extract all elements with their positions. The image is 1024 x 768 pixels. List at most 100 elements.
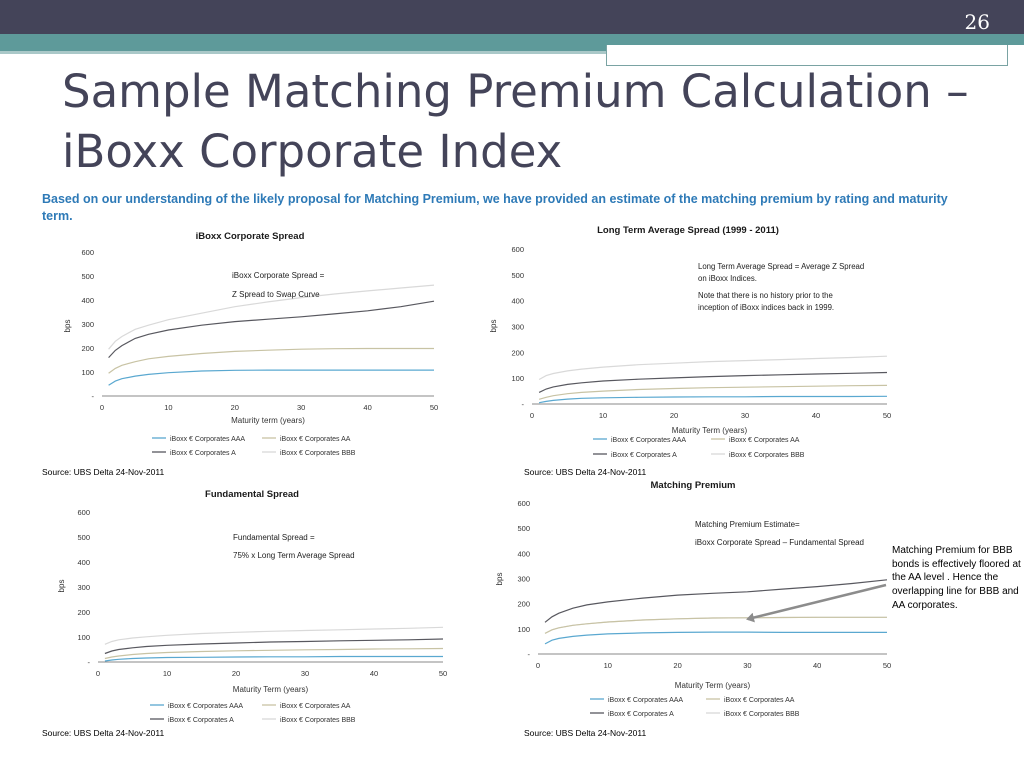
fundamental-spread-chart: Fundamental Spread - 100 200 300 400 500 600 0 10… bbox=[40, 486, 460, 726]
long-term-average-spread-chart: Long Term Average Spread (1999 - 2011) - 1… bbox=[489, 224, 910, 464]
y-tick-label: 500 bbox=[511, 271, 524, 280]
series-line-iboxx-corporates-aa bbox=[538, 384, 888, 400]
legend-label: iBoxx € Corporates AA bbox=[729, 437, 800, 444]
series-line-iboxx-corporates-aaa bbox=[538, 395, 888, 404]
x-tick-label: 20 bbox=[231, 403, 239, 412]
series-line-iboxx-corporates-aaa bbox=[544, 631, 887, 645]
chart-svg-1: Long Term Average Spread (1999 - 2011) - 1… bbox=[489, 225, 891, 459]
series-line-iboxx-corporates-aa bbox=[104, 647, 444, 660]
chart-source-1: Source: UBS Delta 24-Nov-2011 bbox=[524, 467, 647, 477]
y-tick-label: 500 bbox=[81, 272, 94, 281]
y-tick-label: 100 bbox=[77, 633, 90, 642]
series-line-iboxx-corporates-a bbox=[108, 300, 435, 359]
y-tick-label: 100 bbox=[511, 374, 524, 383]
chart-source-2: Source: UBS Delta 24-Nov-2011 bbox=[42, 728, 165, 738]
header-accent-stripe bbox=[0, 34, 1024, 45]
series-line-iboxx-corporates-bbb bbox=[544, 616, 887, 634]
chart-title: iBoxx Corporate Spread bbox=[196, 231, 305, 242]
series-line-iboxx-corporates-a bbox=[538, 371, 888, 393]
x-axis-label: Maturity Term (years) bbox=[672, 426, 748, 435]
y-tick-label: 600 bbox=[511, 245, 524, 254]
chart-svg-3: Matching Premium - 100 200 300 400 500 600 0 10 20… bbox=[495, 480, 891, 718]
y-axis-label: bps bbox=[489, 320, 498, 333]
x-tick-label: 50 bbox=[430, 403, 438, 412]
legend-label: iBoxx € Corporates BBB bbox=[280, 717, 356, 724]
y-axis-label: bps bbox=[495, 573, 504, 586]
header-accent-stripe-light bbox=[0, 51, 606, 54]
series-line-iboxx-corporates-aa bbox=[544, 616, 887, 634]
legend-label: iBoxx € Corporates A bbox=[168, 717, 234, 724]
header-accent-tab bbox=[606, 45, 1008, 66]
x-tick-label: 10 bbox=[163, 669, 171, 678]
legend-label: iBoxx € Corporates A bbox=[170, 450, 236, 457]
chart-source-3: Source: UBS Delta 24-Nov-2011 bbox=[524, 728, 647, 738]
series-line-iboxx-corporates-bbb bbox=[108, 284, 435, 350]
series-line-iboxx-corporates-bbb bbox=[104, 626, 444, 645]
x-tick-label: 0 bbox=[96, 669, 100, 678]
x-tick-label: 40 bbox=[370, 669, 378, 678]
x-tick-label: 30 bbox=[297, 403, 305, 412]
y-axis-label: bps bbox=[63, 320, 72, 333]
series-line-iboxx-corporates-a bbox=[544, 579, 888, 623]
y-tick-label: 200 bbox=[81, 344, 94, 353]
chart-svg-0: iBoxx Corporate Spread-10020030040050060… bbox=[63, 231, 438, 457]
y-tick-label: - bbox=[88, 658, 91, 667]
series-line-iboxx-corporates-a bbox=[104, 638, 444, 655]
matching-premium-chart: Matching Premium - 100 200 300 400 500 600 0 10 20… bbox=[490, 478, 910, 718]
legend-label: iBoxx € Corporates BBB bbox=[724, 711, 800, 718]
legend-label: iBoxx € Corporates BBB bbox=[280, 450, 356, 457]
x-tick-label: 0 bbox=[100, 403, 104, 412]
y-tick-label: 200 bbox=[517, 600, 530, 609]
legend-label: iBoxx € Corporates AAA bbox=[608, 697, 683, 704]
x-axis-label: Maturity Term (years) bbox=[675, 681, 751, 690]
series-line-iboxx-corporates-aa bbox=[108, 347, 434, 374]
y-tick-label: - bbox=[522, 400, 525, 409]
chart-annotation: Z Spread to Swap Curve bbox=[232, 290, 320, 299]
y-tick-label: 100 bbox=[81, 368, 94, 377]
legend-label: iBoxx € Corporates AA bbox=[724, 697, 795, 704]
x-tick-label: 0 bbox=[530, 411, 534, 420]
x-axis-label: Maturity term (years) bbox=[231, 416, 305, 425]
legend-label: iBoxx € Corporates BBB bbox=[729, 452, 805, 459]
x-tick-label: 20 bbox=[670, 411, 678, 420]
iboxx-corporate-spread-chart: iBoxx Corporate Spread -100 200 300 400 500 60… bbox=[40, 228, 460, 468]
chart-annotation: iBoxx Corporate Spread = bbox=[232, 271, 325, 280]
intro-text: Based on our understanding of the likely… bbox=[42, 192, 948, 223]
legend-label: iBoxx € Corporates AAA bbox=[168, 703, 243, 710]
legend-label: iBoxx € Corporates AA bbox=[280, 703, 351, 710]
y-axis-label: bps bbox=[57, 580, 66, 593]
x-tick-label: 50 bbox=[883, 411, 891, 420]
x-tick-label: 0 bbox=[536, 661, 540, 670]
y-tick-label: 400 bbox=[81, 296, 94, 305]
x-tick-label: 40 bbox=[812, 411, 820, 420]
y-tick-label: 600 bbox=[77, 508, 90, 517]
y-tick-label: 300 bbox=[517, 575, 530, 584]
x-tick-label: 10 bbox=[599, 411, 607, 420]
x-tick-label: 40 bbox=[813, 661, 821, 670]
y-tick-label: 400 bbox=[511, 297, 524, 306]
legend-label: iBoxx € Corporates AAA bbox=[170, 436, 245, 443]
header-bar bbox=[0, 0, 1024, 34]
legend-label: iBoxx € Corporates A bbox=[608, 711, 674, 718]
x-tick-label: 40 bbox=[363, 403, 371, 412]
x-tick-label: 30 bbox=[741, 411, 749, 420]
series-line-iboxx-corporates-aaa bbox=[108, 369, 434, 386]
x-tick-label: 30 bbox=[743, 661, 751, 670]
chart-annotation: on iBoxx Indices. bbox=[698, 274, 757, 283]
x-tick-label: 10 bbox=[164, 403, 172, 412]
chart-annotation: Matching Premium Estimate= bbox=[695, 520, 800, 529]
y-tick-label: 300 bbox=[77, 583, 90, 592]
x-tick-label: 50 bbox=[883, 661, 891, 670]
y-tick-label: 500 bbox=[77, 533, 90, 542]
x-tick-label: 20 bbox=[673, 661, 681, 670]
chart-title: Long Term Average Spread (1999 - 2011) bbox=[597, 225, 779, 236]
chart-annotation: Note that there is no history prior to t… bbox=[698, 291, 833, 300]
series-line-iboxx-corporates-bbb bbox=[538, 355, 888, 381]
x-axis-label: Maturity Term (years) bbox=[233, 685, 309, 694]
y-tick-label: 400 bbox=[517, 549, 530, 558]
chart-annotation: Long Term Average Spread = Average Z Spr… bbox=[698, 262, 864, 271]
x-tick-label: 50 bbox=[439, 669, 447, 678]
header-accent-stripe-lower bbox=[0, 45, 606, 51]
legend-label: iBoxx € Corporates AA bbox=[280, 436, 351, 443]
x-tick-label: 30 bbox=[301, 669, 309, 678]
